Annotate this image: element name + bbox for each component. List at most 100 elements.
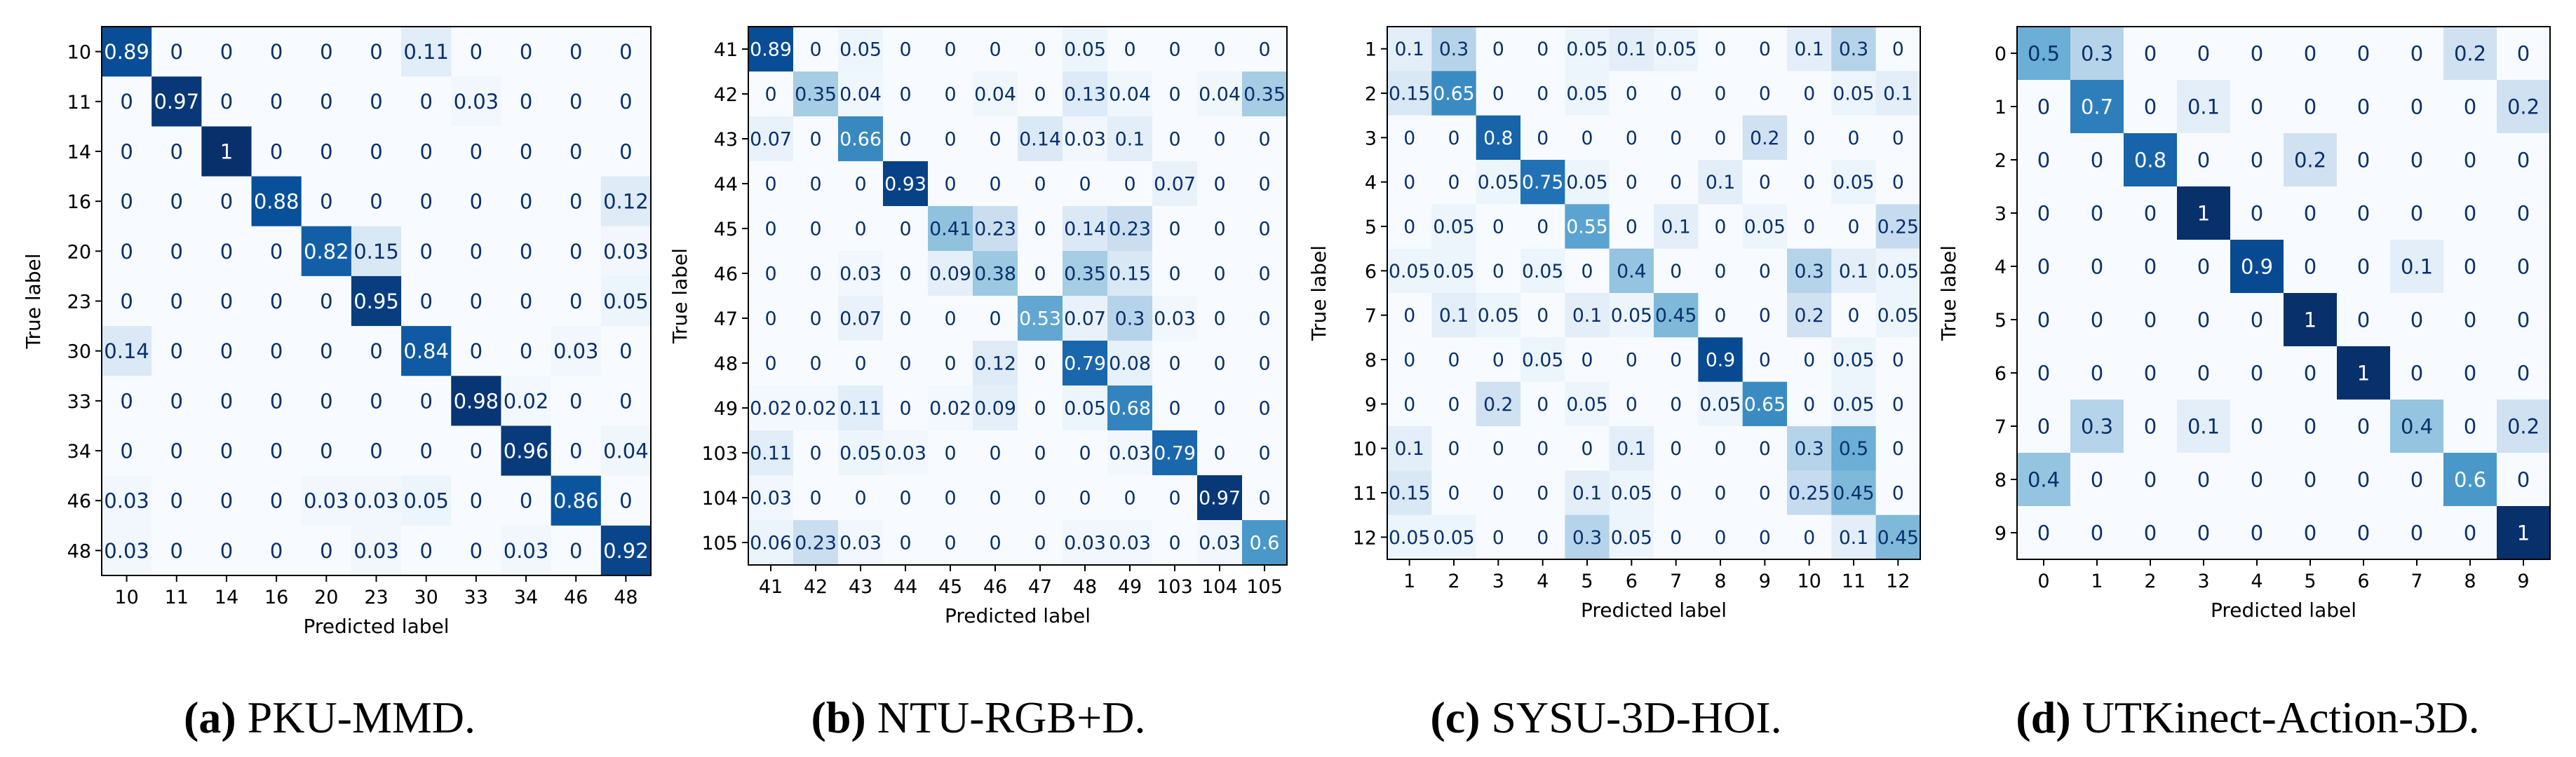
cell-value-label: 0.14 xyxy=(104,339,149,363)
heatmap-cell xyxy=(600,176,652,227)
cell-value-label: 0 xyxy=(899,533,911,554)
cell-value-label: 0 xyxy=(1803,83,1815,105)
cell-value-label: 0 xyxy=(1892,350,1904,371)
heatmap-cell xyxy=(1387,514,1432,560)
cell-value-label: 0 xyxy=(2091,361,2103,385)
heatmap-cell xyxy=(1152,27,1198,72)
heatmap-cell xyxy=(201,376,252,427)
cell-value-label: 0 xyxy=(1670,350,1682,371)
cell-value-label: 0 xyxy=(1448,350,1460,371)
heatmap-cell xyxy=(451,226,502,277)
heatmap-cell xyxy=(2230,346,2284,400)
cell-value-label: 0 xyxy=(220,40,233,64)
heatmap-cell xyxy=(201,126,252,177)
heatmap-cell xyxy=(928,161,973,207)
heatmap-cell xyxy=(2017,506,2071,560)
cell-value-label: 0.04 xyxy=(974,84,1016,106)
heatmap-cell xyxy=(883,475,929,521)
cell-value-label: 0.2 xyxy=(1483,394,1513,416)
heatmap-cell xyxy=(301,275,352,327)
cell-value-label: 0 xyxy=(1670,261,1682,282)
heatmap-cell xyxy=(501,275,552,327)
cell-value-label: 0 xyxy=(2197,521,2210,545)
cell-value-label: 0.07 xyxy=(1154,174,1196,196)
heatmap-cell xyxy=(1197,430,1243,476)
y-tick-label: 8 xyxy=(1365,350,1377,371)
heatmap-cell xyxy=(1152,161,1198,207)
cell-value-label: 0.02 xyxy=(795,398,837,420)
cell-value-label: 0 xyxy=(1168,353,1180,375)
heatmap-cell xyxy=(201,27,252,77)
cell-value-label: 0 xyxy=(1803,527,1815,549)
heatmap-cell xyxy=(1742,514,1788,560)
cell-value-label: 0 xyxy=(1258,129,1270,151)
cell-value-label: 0.2 xyxy=(2507,95,2540,118)
heatmap-cell xyxy=(2284,400,2338,453)
cell-value-label: 0 xyxy=(170,289,183,313)
cell-value-label: 0 xyxy=(419,139,432,163)
cell-value-label: 0 xyxy=(944,174,956,196)
heatmap-cell xyxy=(2177,346,2231,400)
heatmap-cell xyxy=(301,376,352,427)
heatmap-cell xyxy=(1387,27,1432,71)
heatmap-cell xyxy=(2017,80,2071,134)
heatmap-cell xyxy=(351,425,402,477)
heatmap-cell xyxy=(501,226,552,277)
heatmap-cell xyxy=(1654,248,1699,294)
heatmap-cell xyxy=(501,376,552,427)
heatmap-cell xyxy=(1787,337,1832,383)
heatmap-cell xyxy=(1565,293,1610,338)
cell-value-label: 0 xyxy=(1803,350,1815,371)
x-tick-label: 104 xyxy=(1201,576,1238,598)
heatmap-cell xyxy=(883,116,929,162)
cell-value-label: 0 xyxy=(270,289,283,313)
y-tick-label: 6 xyxy=(1365,261,1377,282)
heatmap-cell xyxy=(2443,400,2497,453)
heatmap-cell xyxy=(1787,115,1832,161)
heatmap-cell xyxy=(1831,27,1877,71)
heatmap-cell xyxy=(1476,293,1521,338)
heatmap-cell xyxy=(102,275,152,327)
heatmap-cell xyxy=(1831,293,1877,338)
heatmap-cell xyxy=(1242,341,1288,386)
cell-value-label: 0 xyxy=(1034,488,1046,510)
heatmap-cell xyxy=(1387,381,1432,427)
cell-value-label: 0 xyxy=(1034,174,1046,196)
heatmap-cell xyxy=(1520,248,1565,294)
heatmap-cell xyxy=(1698,27,1744,71)
cell-value-label: 0 xyxy=(944,39,956,61)
cell-value-label: 0.05 xyxy=(1833,83,1874,105)
y-tick-label: 4 xyxy=(1365,172,1377,194)
heatmap-cell xyxy=(2070,133,2124,187)
heatmap-cell xyxy=(793,386,839,431)
cell-value-label: 0 xyxy=(854,174,866,196)
cell-value-label: 0.05 xyxy=(1611,527,1652,549)
cell-value-label: 0 xyxy=(2251,521,2263,545)
cell-value-label: 0 xyxy=(419,240,432,264)
cell-value-label: 0 xyxy=(944,533,956,554)
heatmap-cell xyxy=(2177,293,2231,347)
cell-value-label: 0 xyxy=(270,439,283,463)
cell-value-label: 0.89 xyxy=(750,39,792,61)
heatmap-cell xyxy=(351,525,402,576)
heatmap-cell xyxy=(1476,381,1521,427)
heatmap-cell xyxy=(1654,204,1699,250)
plot-frame xyxy=(2016,26,2551,560)
heatmap-cell xyxy=(2017,186,2071,240)
heatmap-cell xyxy=(1787,27,1832,71)
x-tick-label: 2 xyxy=(2144,571,2156,592)
heatmap-cell xyxy=(2124,346,2178,400)
cell-value-label: 0 xyxy=(1213,398,1225,420)
heatmap-cell xyxy=(2337,453,2391,507)
cell-value-label: 0.3 xyxy=(1572,527,1602,549)
heatmap-cell xyxy=(1476,426,1521,471)
heatmap-cell xyxy=(1197,296,1243,341)
heatmap-cell xyxy=(838,520,884,566)
cell-value-label: 0 xyxy=(120,190,133,214)
heatmap-cell xyxy=(973,341,1018,386)
cell-value-label: 0 xyxy=(2517,254,2530,278)
cell-value-label: 0.88 xyxy=(254,190,299,214)
heatmap-cell xyxy=(1698,160,1744,205)
heatmap-cell xyxy=(1197,251,1243,296)
cell-value-label: 0 xyxy=(1124,488,1135,510)
